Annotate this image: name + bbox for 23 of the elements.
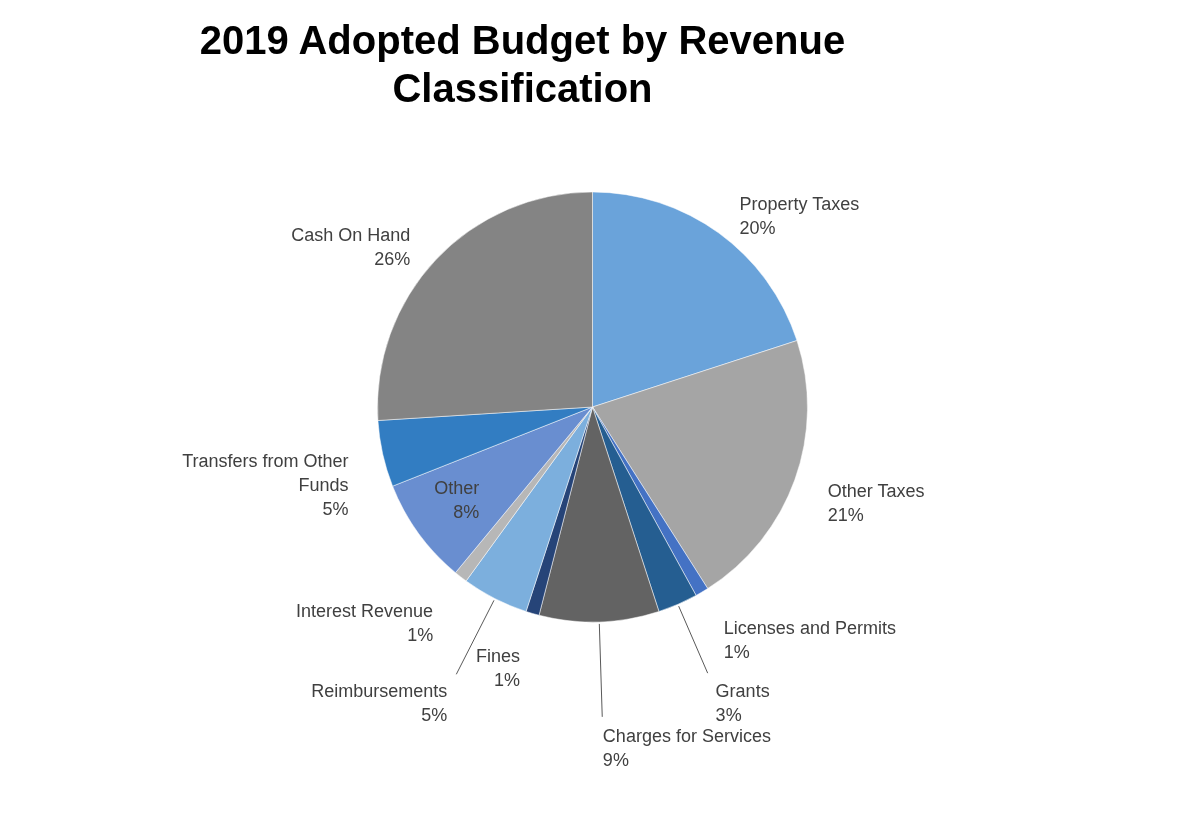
slice-label: Interest Revenue xyxy=(296,601,434,622)
data-label: 9% xyxy=(602,749,629,770)
data-label: 1% xyxy=(407,625,434,646)
slice-label: Fines xyxy=(475,645,520,666)
data-label: 26% xyxy=(374,248,411,269)
slice-label: Grants xyxy=(715,680,770,701)
slice-label: Licenses and Permits xyxy=(723,618,896,639)
slice-label: Transfers from Other Funds xyxy=(182,450,349,495)
chart-title: 2019 Adopted Budget by Revenue Classification xyxy=(199,18,846,110)
data-label: 21% xyxy=(827,504,864,525)
data-label: 5% xyxy=(421,705,448,726)
slice-label: Reimbursements xyxy=(311,681,448,702)
slice-label: Other Taxes xyxy=(827,480,925,501)
data-label: 3% xyxy=(715,704,742,725)
slice-label: Property Taxes xyxy=(739,193,860,214)
data-label: 1% xyxy=(493,669,520,690)
data-label: 20% xyxy=(739,217,776,238)
slice-label: Other xyxy=(434,478,480,499)
data-label: 8% xyxy=(453,502,480,523)
slice-label: Charges for Services xyxy=(602,725,771,746)
slice-label: Cash On Hand xyxy=(291,224,411,245)
data-label: 1% xyxy=(723,642,750,663)
data-label: 5% xyxy=(322,498,349,519)
